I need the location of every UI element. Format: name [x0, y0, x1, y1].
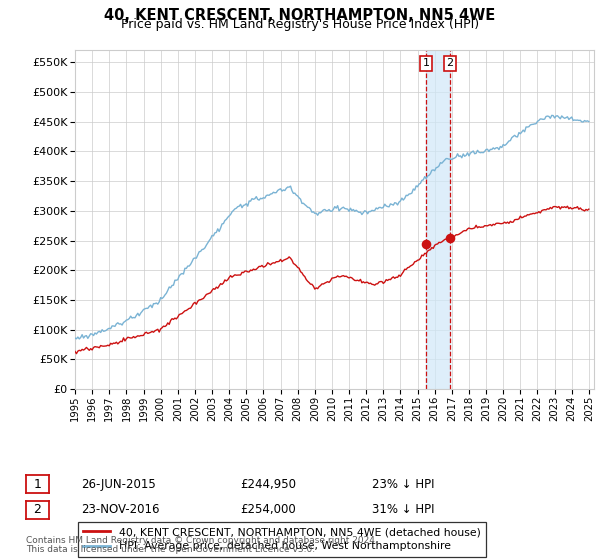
Text: 31% ↓ HPI: 31% ↓ HPI: [372, 503, 434, 516]
Point: [421, 239, 431, 248]
Legend: 40, KENT CRESCENT, NORTHAMPTON, NN5 4WE (detached house), HPI: Average price, de: 40, KENT CRESCENT, NORTHAMPTON, NN5 4WE …: [78, 522, 486, 557]
Text: 1: 1: [33, 478, 41, 491]
Text: Contains HM Land Registry data © Crown copyright and database right 2024.: Contains HM Land Registry data © Crown c…: [26, 536, 377, 545]
Text: Price paid vs. HM Land Registry's House Price Index (HPI): Price paid vs. HM Land Registry's House …: [121, 18, 479, 31]
Text: £244,950: £244,950: [240, 478, 296, 491]
Text: 40, KENT CRESCENT, NORTHAMPTON, NN5 4WE: 40, KENT CRESCENT, NORTHAMPTON, NN5 4WE: [104, 8, 496, 24]
Text: £254,000: £254,000: [240, 503, 296, 516]
Text: 23-NOV-2016: 23-NOV-2016: [81, 503, 160, 516]
Point: [445, 234, 455, 242]
Bar: [426, 50, 450, 389]
Text: 1: 1: [422, 58, 430, 68]
Text: 23% ↓ HPI: 23% ↓ HPI: [372, 478, 434, 491]
Text: 2: 2: [33, 503, 41, 516]
Text: 2: 2: [446, 58, 454, 68]
Text: This data is licensed under the Open Government Licence v3.0.: This data is licensed under the Open Gov…: [26, 545, 315, 554]
Text: 26-JUN-2015: 26-JUN-2015: [81, 478, 156, 491]
